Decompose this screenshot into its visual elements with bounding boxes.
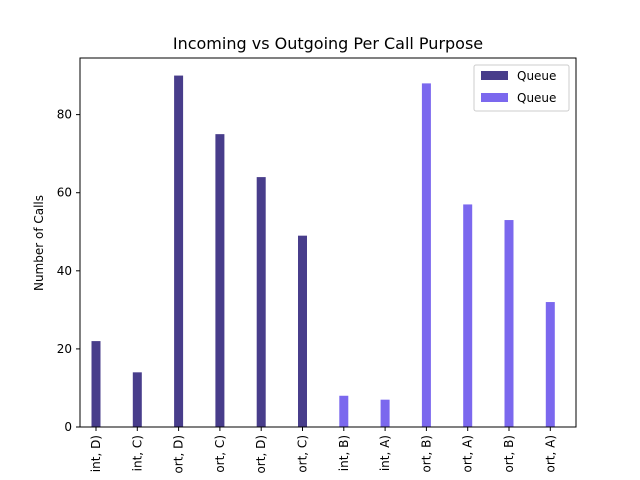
x-ticks: int, D) int, C) ort, D) ort, C) ort, D) ort, …	[89, 427, 557, 474]
x-tick-label: ort, B)	[502, 435, 516, 473]
bar	[174, 75, 184, 427]
legend-swatch	[481, 93, 508, 102]
legend-swatch	[481, 71, 508, 80]
bar	[298, 235, 307, 427]
bar	[132, 372, 142, 427]
bar	[215, 134, 225, 427]
bar	[463, 204, 473, 427]
y-tick-label: 0	[64, 420, 72, 434]
x-tick-label: int, B)	[337, 435, 351, 471]
x-tick-label: ort, C)	[213, 435, 227, 473]
bar	[545, 302, 555, 427]
legend: Queue Queue	[473, 64, 570, 112]
x-tick-label: ort, A)	[461, 435, 475, 473]
bar	[256, 177, 266, 427]
x-tick-label: ort, D)	[172, 435, 186, 474]
legend-label: Queue	[517, 69, 556, 83]
y-tick-label: 60	[57, 186, 72, 200]
x-tick-label: int, C)	[130, 435, 144, 471]
x-tick-label: int, D)	[89, 435, 103, 472]
bar	[380, 399, 390, 427]
y-tick-label: 80	[57, 108, 72, 122]
y-axis-label: Number of Calls	[32, 195, 46, 291]
bar	[91, 341, 101, 427]
chart-title: Incoming vs Outgoing Per Call Purpose	[173, 34, 483, 53]
bar	[421, 83, 431, 427]
x-tick-label: ort, C)	[296, 435, 310, 473]
legend-label: Queue	[517, 91, 556, 105]
x-tick-label: ort, D)	[254, 435, 268, 474]
x-tick-label: ort, B)	[419, 435, 433, 473]
bars-layer	[91, 75, 555, 427]
x-tick-label: int, A)	[378, 435, 392, 471]
y-tick-label: 40	[57, 264, 72, 278]
bar	[339, 395, 349, 427]
bar	[504, 220, 514, 427]
y-tick-label: 20	[57, 342, 72, 356]
plot-frame	[79, 57, 577, 428]
y-ticks: 0 20 40 60 80	[57, 108, 80, 434]
x-tick-label: ort, A)	[543, 435, 557, 473]
